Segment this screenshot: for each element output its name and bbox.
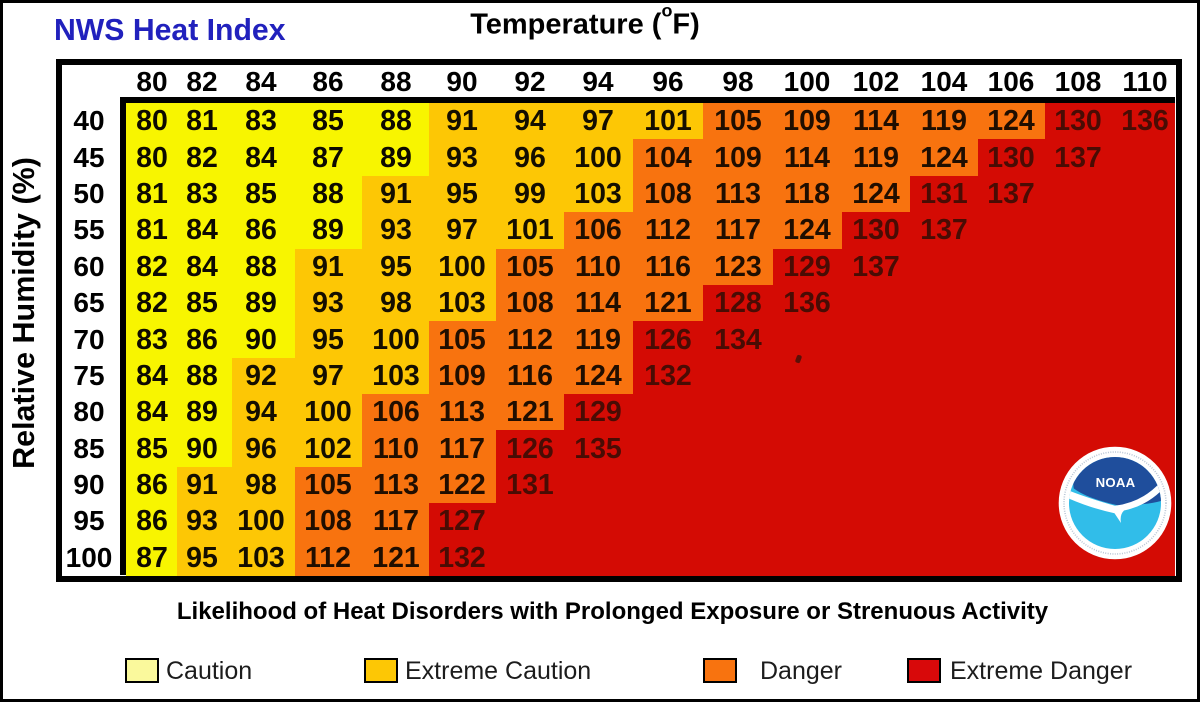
svg-text:NOAA: NOAA (1096, 475, 1136, 490)
